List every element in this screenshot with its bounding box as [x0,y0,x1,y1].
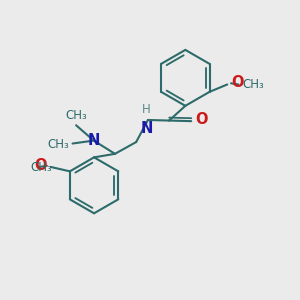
Text: CH₃: CH₃ [65,109,87,122]
Text: N: N [88,133,100,148]
Text: O: O [35,158,47,173]
Text: O: O [195,112,207,127]
Text: CH₃: CH₃ [30,161,52,174]
Text: CH₃: CH₃ [242,78,264,91]
Text: O: O [231,75,243,90]
Text: CH₃: CH₃ [48,139,70,152]
Text: H: H [142,103,151,116]
Text: N: N [140,121,153,136]
